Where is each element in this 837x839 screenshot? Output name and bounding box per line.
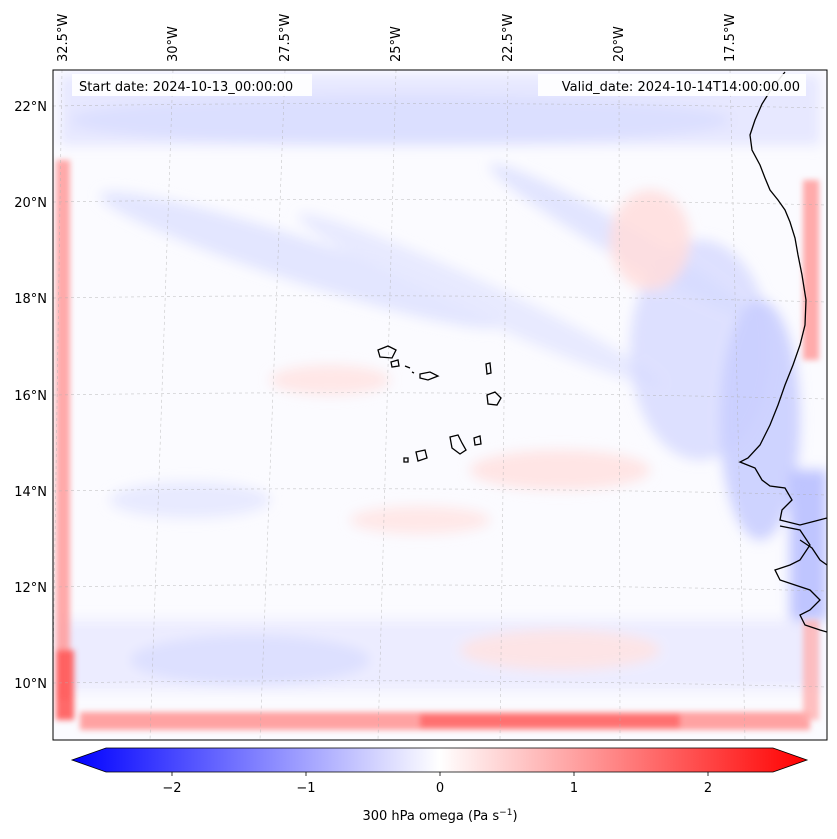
colorbar-tick-label: −1 <box>296 781 315 796</box>
map-frame <box>52 69 828 741</box>
lat-label: 18°N <box>14 292 47 307</box>
coastline <box>738 71 827 633</box>
lon-label: 27.5°W <box>278 14 293 62</box>
lon-label: 25°W <box>389 26 404 62</box>
lat-label: 14°N <box>14 485 47 500</box>
lat-label: 10°N <box>14 677 47 692</box>
lon-label: 30°W <box>166 26 181 62</box>
lon-label: 17.5°W <box>723 14 738 62</box>
lon-label: 32.5°W <box>56 14 71 62</box>
colorbar-tick-label: 0 <box>436 781 444 796</box>
colorbar-tick-label: 1 <box>570 781 578 796</box>
colorbar-ticks: −2 −1 0 1 2 <box>162 772 712 796</box>
longitude-labels: 32.5°W 30°W 27.5°W 25°W 22.5°W 20°W 17.5… <box>56 14 738 62</box>
lat-label: 22°N <box>14 100 47 115</box>
start-date-label: Start date: 2024-10-13_00:00:00 <box>79 80 293 95</box>
latitude-labels: 22°N 20°N 18°N 16°N 14°N 12°N 10°N <box>14 100 47 692</box>
map-plot: Start date: 2024-10-13_00:00:00 Valid_da… <box>52 69 828 741</box>
colorbar-title: 300 hPa omega (Pa s−1) <box>362 808 517 824</box>
lat-label: 16°N <box>14 389 47 404</box>
lon-label: 20°W <box>612 26 627 62</box>
cape-verde-islands <box>377 345 502 463</box>
colorbar-tick-label: −2 <box>162 781 181 796</box>
valid-date-label: Valid_date: 2024-10-14T14:00:00.00 <box>562 80 800 95</box>
graticule <box>53 70 827 740</box>
colorbar: −2 −1 0 1 2 300 hPa omega (Pa s−1) <box>70 747 809 824</box>
lat-label: 12°N <box>14 581 47 596</box>
lon-label: 22.5°W <box>501 14 516 62</box>
colorbar-gradient <box>70 747 809 773</box>
colorbar-tick-label: 2 <box>704 781 712 796</box>
lat-label: 20°N <box>14 196 47 211</box>
